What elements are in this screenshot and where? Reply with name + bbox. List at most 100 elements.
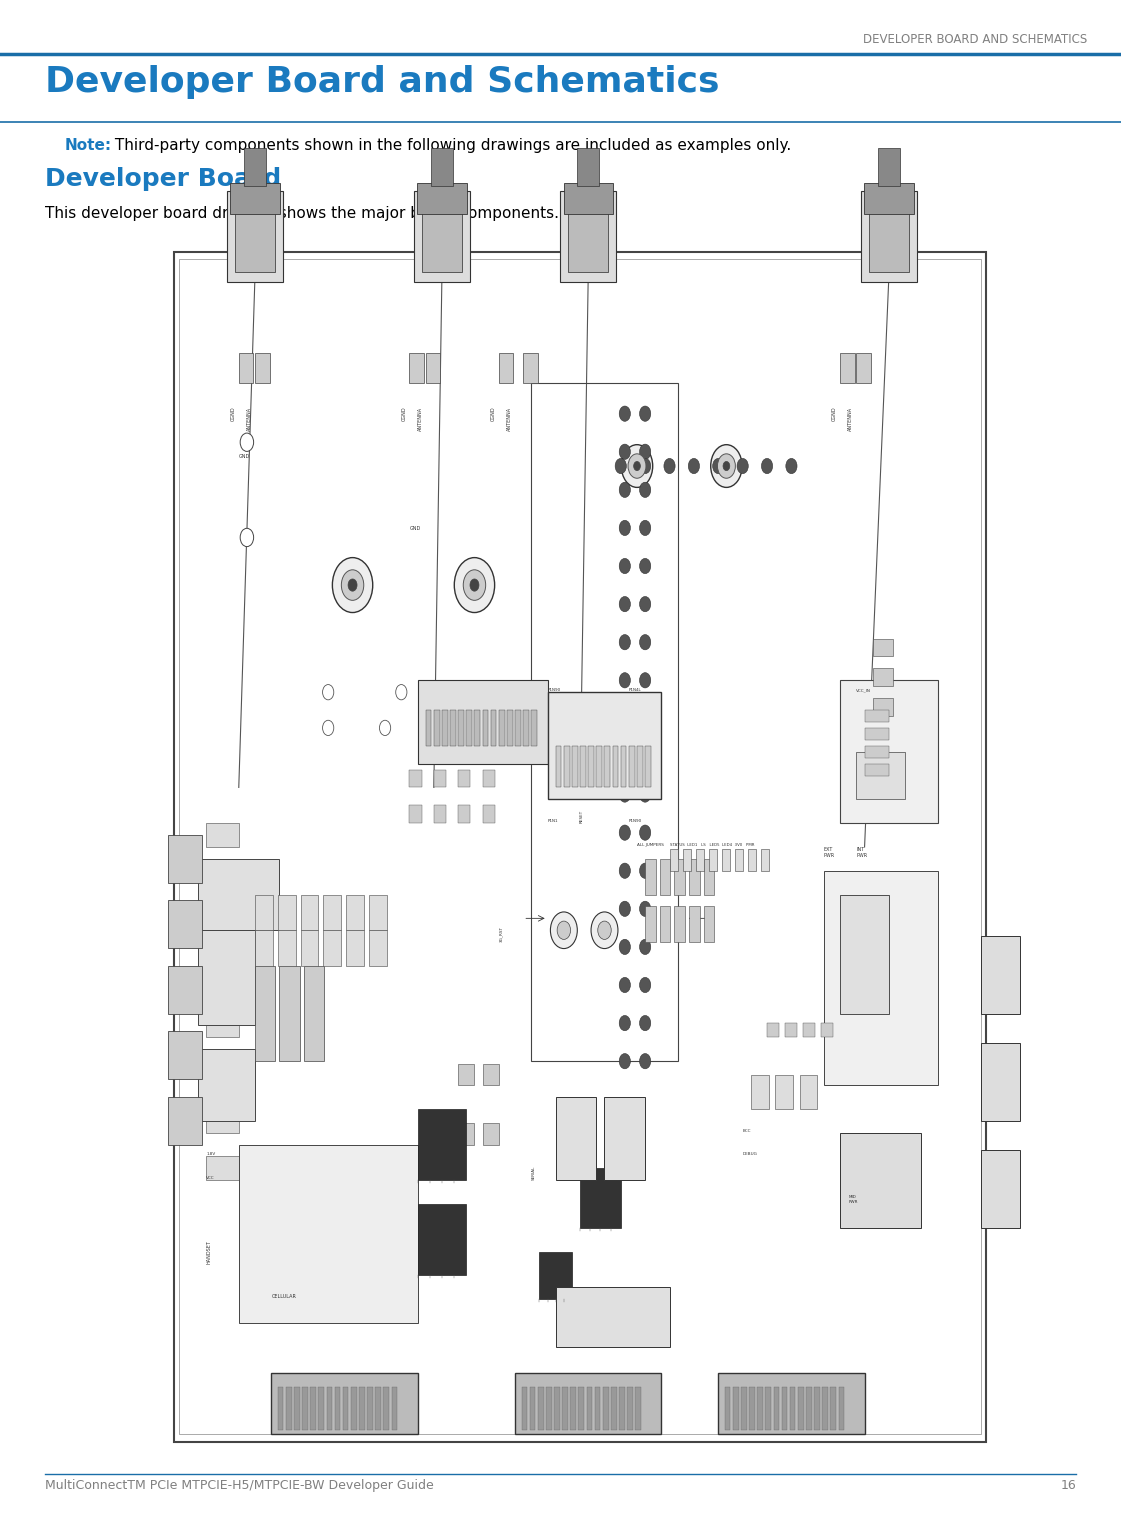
Text: CGND: CGND bbox=[832, 406, 837, 421]
Bar bbox=[335, 1387, 341, 1430]
Bar bbox=[206, 871, 239, 894]
Circle shape bbox=[711, 444, 742, 487]
Text: 3G_RST: 3G_RST bbox=[499, 926, 503, 942]
Circle shape bbox=[333, 557, 373, 612]
Circle shape bbox=[619, 749, 630, 765]
Bar bbox=[491, 710, 497, 746]
Bar bbox=[369, 894, 387, 931]
Circle shape bbox=[639, 864, 650, 879]
Bar bbox=[683, 850, 691, 871]
Bar bbox=[516, 710, 521, 746]
Bar bbox=[286, 1387, 291, 1430]
Circle shape bbox=[323, 685, 334, 700]
Circle shape bbox=[688, 458, 700, 473]
Bar bbox=[660, 906, 670, 942]
Bar bbox=[554, 1387, 559, 1430]
Bar bbox=[198, 931, 254, 1025]
Circle shape bbox=[786, 458, 797, 473]
Bar bbox=[589, 746, 594, 787]
Bar bbox=[781, 1387, 787, 1430]
Circle shape bbox=[619, 826, 630, 841]
Bar bbox=[376, 1387, 381, 1430]
Text: DEBUG: DEBUG bbox=[743, 1152, 758, 1157]
Bar bbox=[300, 894, 318, 931]
Bar bbox=[450, 710, 456, 746]
Circle shape bbox=[349, 578, 358, 591]
Circle shape bbox=[619, 1015, 630, 1030]
Bar bbox=[749, 1387, 754, 1430]
Circle shape bbox=[639, 482, 650, 497]
Circle shape bbox=[342, 569, 363, 600]
Bar bbox=[524, 710, 529, 746]
Bar bbox=[226, 191, 282, 282]
Text: INT
PWR: INT PWR bbox=[856, 847, 868, 858]
Circle shape bbox=[470, 578, 479, 591]
Circle shape bbox=[713, 458, 724, 473]
Bar bbox=[773, 1387, 779, 1430]
Text: RESET: RESET bbox=[581, 810, 584, 823]
Bar bbox=[206, 966, 239, 990]
Bar bbox=[239, 353, 253, 383]
Bar bbox=[516, 1373, 661, 1434]
Circle shape bbox=[717, 453, 735, 478]
Bar bbox=[278, 1387, 284, 1430]
Bar bbox=[421, 203, 462, 272]
Bar bbox=[646, 906, 656, 942]
Bar bbox=[704, 906, 714, 942]
Bar bbox=[734, 850, 743, 871]
Circle shape bbox=[619, 635, 630, 650]
Text: Third-party components shown in the following drawings are included as examples : Third-party components shown in the foll… bbox=[110, 137, 791, 153]
Text: 16: 16 bbox=[1060, 1479, 1076, 1492]
Bar bbox=[458, 806, 471, 823]
Circle shape bbox=[639, 406, 650, 421]
Bar bbox=[323, 931, 341, 966]
Bar bbox=[563, 1387, 568, 1430]
Bar bbox=[548, 693, 661, 800]
Text: STATUS  LED1   LS   LED5  LED4  3V0   PMR: STATUS LED1 LS LED5 LED4 3V0 PMR bbox=[669, 842, 754, 847]
Bar bbox=[689, 906, 700, 942]
Circle shape bbox=[639, 1015, 650, 1030]
Bar bbox=[231, 183, 280, 214]
Circle shape bbox=[619, 520, 630, 536]
Bar bbox=[785, 1022, 797, 1038]
Text: GND: GND bbox=[409, 525, 420, 531]
Bar bbox=[564, 183, 613, 214]
Bar bbox=[578, 1387, 584, 1430]
Bar bbox=[841, 681, 937, 823]
Bar bbox=[318, 1387, 324, 1430]
Bar bbox=[646, 859, 656, 894]
Bar bbox=[628, 1387, 633, 1430]
Bar bbox=[790, 1387, 796, 1430]
Bar bbox=[612, 746, 619, 787]
Bar bbox=[864, 763, 889, 775]
Text: VCC_IN: VCC_IN bbox=[856, 688, 871, 693]
Text: P1N4L: P1N4L bbox=[629, 688, 641, 693]
Bar bbox=[675, 859, 685, 894]
Circle shape bbox=[591, 913, 618, 949]
Bar bbox=[556, 1097, 596, 1180]
Circle shape bbox=[738, 458, 749, 473]
Text: Note:: Note: bbox=[65, 137, 112, 153]
Circle shape bbox=[463, 569, 485, 600]
Circle shape bbox=[723, 461, 730, 470]
Bar bbox=[351, 1387, 356, 1430]
Text: P1N90: P1N90 bbox=[629, 819, 642, 823]
Bar bbox=[981, 1044, 1020, 1120]
Bar bbox=[426, 710, 432, 746]
Bar bbox=[864, 710, 889, 722]
Bar bbox=[239, 1144, 417, 1323]
Bar bbox=[206, 1109, 239, 1132]
Bar bbox=[303, 1387, 308, 1430]
Bar bbox=[409, 806, 421, 823]
Bar bbox=[254, 931, 272, 966]
Bar bbox=[767, 1022, 779, 1038]
Bar bbox=[278, 931, 296, 966]
Bar bbox=[168, 1032, 202, 1079]
Bar bbox=[821, 1022, 833, 1038]
Bar bbox=[586, 1387, 592, 1430]
Text: ANTENNA: ANTENNA bbox=[849, 406, 853, 430]
Bar bbox=[323, 894, 341, 931]
Bar bbox=[531, 383, 677, 1061]
Bar bbox=[733, 1387, 739, 1430]
Bar bbox=[722, 850, 730, 871]
